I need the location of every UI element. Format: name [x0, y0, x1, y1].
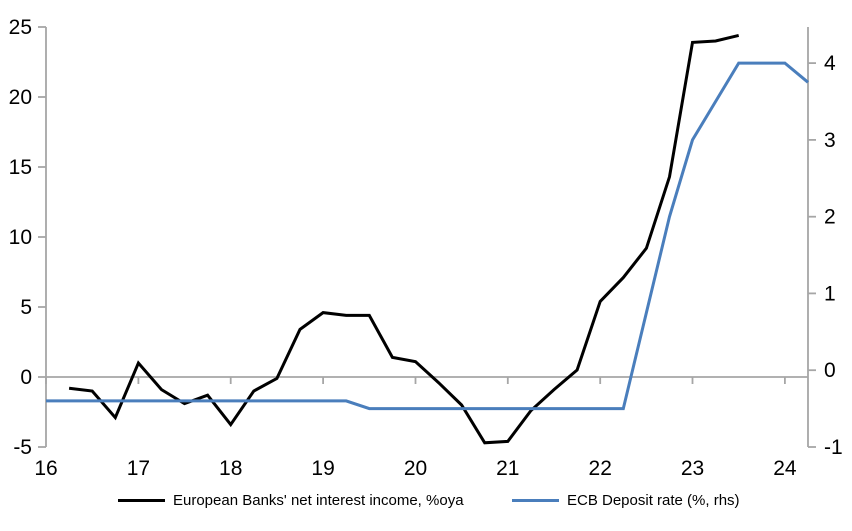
legend-label-ecb-deposit-rate: ECB Deposit rate (%, rhs) [567, 492, 740, 509]
right-axis-tick-label: -1 [824, 436, 843, 459]
net-interest-income-line-swatch [118, 499, 165, 502]
left-axis-tick-label: 20 [9, 86, 32, 109]
left-axis-tick-label: 25 [9, 16, 32, 39]
right-axis-tick-label: 3 [824, 129, 836, 152]
x-axis-tick-label: 17 [127, 457, 150, 480]
legend-item-ecb-deposit-rate: ECB Deposit rate (%, rhs) [512, 491, 740, 510]
legend-label-net-interest-income: European Banks' net interest income, %oy… [173, 492, 464, 509]
left-axis-tick-label: 15 [9, 156, 32, 179]
x-axis-tick-label: 23 [681, 457, 704, 480]
x-axis-tick-label: 18 [219, 457, 242, 480]
left-axis-tick-label: 5 [20, 296, 32, 319]
x-axis-tick-label: 16 [34, 457, 57, 480]
ecb-deposit-rate-series-line [46, 61, 809, 411]
right-axis-tick-label: 2 [824, 206, 836, 229]
x-axis-tick-label: 19 [311, 457, 334, 480]
left-axis-tick-label: 10 [9, 226, 32, 249]
x-axis-tick-label: 24 [773, 457, 797, 480]
x-axis-tick-label: 21 [496, 457, 519, 480]
right-axis-tick-label: 0 [824, 359, 836, 382]
x-axis: 16 17 18 19 20 21 22 23 24 [34, 377, 797, 480]
x-axis-tick-label: 20 [404, 457, 427, 480]
right-axis-tick-label: 1 [824, 282, 836, 305]
left-axis-tick-label: -5 [13, 436, 32, 459]
right-axis-tick-label: 4 [824, 52, 836, 75]
x-axis-tick-label: 22 [589, 457, 612, 480]
left-axis-tick-label: 0 [20, 366, 32, 389]
left-y-axis: 25 20 15 10 5 0 -5 [9, 16, 47, 459]
legend-item-net-interest-income: European Banks' net interest income, %oy… [118, 491, 464, 510]
right-y-axis: 4 3 2 1 0 -1 [807, 27, 843, 459]
ecb-deposit-rate-line-swatch [512, 499, 559, 502]
